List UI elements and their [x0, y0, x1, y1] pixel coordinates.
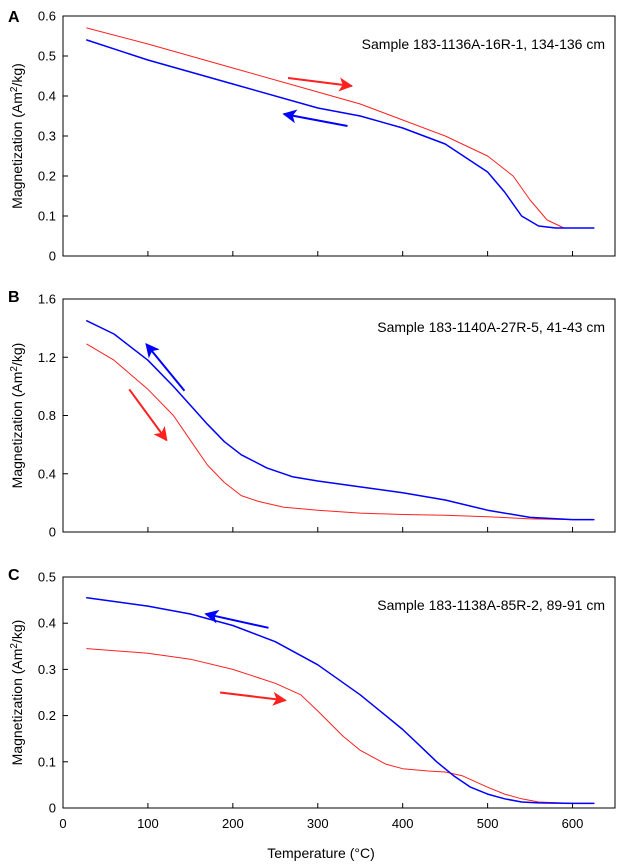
panel-a-sample-label: Sample 183-1136A-16R-1, 134-136 cm [362, 36, 605, 52]
panel-c-heating-curve [86, 648, 595, 804]
panel-c-x-tick-label: 600 [562, 816, 584, 831]
panel-c-x-tick-label: 0 [59, 816, 66, 831]
panel-a: 0 0.1 0.2 0.3 0.4 0.5 0.6 Sample 183-1136A-16R-… [8, 9, 616, 264]
panel-c-y-tick-label: 0.4 [38, 616, 56, 631]
panel-b: 0 0.4 0.8 1.2 1.6 Sample 183-1140A-27R-5, 41-… [8, 289, 616, 540]
panel-b-y-tick-label: 1.6 [38, 292, 56, 307]
panel-c-y-tick-label: 0.5 [38, 570, 56, 585]
panel-a-y-tick-label: 0.3 [38, 129, 56, 144]
x-axis-label: Temperature (°C) [267, 845, 375, 861]
panel-a-y-tick-label: 0 [49, 249, 56, 264]
panel-b-cooling-curve [86, 320, 595, 521]
panel-a-letter: A [8, 9, 20, 26]
panel-a-y-tick-label: 0.4 [38, 89, 56, 104]
panel-a-y-tick-label: 0.6 [38, 9, 56, 24]
panel-c-x-tick-label: 400 [392, 816, 414, 831]
panel-a-y-tick-label: 0.1 [38, 209, 56, 224]
panel-b-cooling-arrow [145, 343, 186, 392]
panel-b-y-tick-label: 0.4 [38, 466, 56, 481]
panel-c-sample-label: Sample 183-1138A-85R-2, 89-91 cm [377, 597, 605, 613]
panel-c-y-axis-label: Magnetization (Am2/kg) [9, 620, 25, 766]
panel-c-y-tick-label: 0.1 [38, 754, 56, 769]
panel-c-x-tick-label: 100 [137, 816, 159, 831]
panel-b-y-tick-label: 0 [49, 525, 56, 540]
panel-c-heating-arrow [219, 691, 287, 706]
panel-c-cooling-arrow [204, 609, 269, 629]
panel-c-x-tick-label: 500 [477, 816, 499, 831]
panel-a-heating-curve [86, 27, 595, 229]
panel-c: 0 0.1 0.2 0.3 0.4 0.5 0 100 200 300 400 500 600 Sampl… [8, 567, 616, 831]
panel-a-frame [62, 15, 616, 257]
panel-b-y-axis-label: Magnetization (Am2/kg) [9, 343, 25, 489]
panel-c-x-tick-label: 200 [222, 816, 244, 831]
panel-a-y-tick-label: 0.5 [38, 49, 56, 64]
panel-b-sample-label: Sample 183-1140A-27R-5, 41-43 cm [377, 319, 605, 335]
panel-c-cooling-curve [86, 597, 595, 805]
panel-a-y-axis-label: Magnetization (Am2/kg) [9, 63, 25, 209]
panel-c-frame [62, 576, 616, 809]
panel-b-letter: B [8, 289, 20, 306]
panel-c-y-tick-label: 0.3 [38, 662, 56, 677]
panel-b-y-tick-label: 0.8 [38, 408, 56, 423]
panel-a-y-tick-label: 0.2 [38, 169, 56, 184]
panel-c-letter: C [8, 567, 20, 584]
panel-a-cooling-curve [86, 39, 595, 229]
panel-b-heating-curve [86, 343, 595, 521]
panel-b-heating-arrow [128, 388, 168, 442]
panel-c-x-tick-label: 300 [307, 816, 329, 831]
panel-c-y-tick-label: 0.2 [38, 708, 56, 723]
panel-c-y-tick-label: 0 [49, 801, 56, 816]
panel-a-heating-arrow [287, 77, 354, 92]
panel-b-y-tick-label: 1.2 [38, 350, 56, 365]
panel-a-cooling-arrow [282, 109, 348, 127]
